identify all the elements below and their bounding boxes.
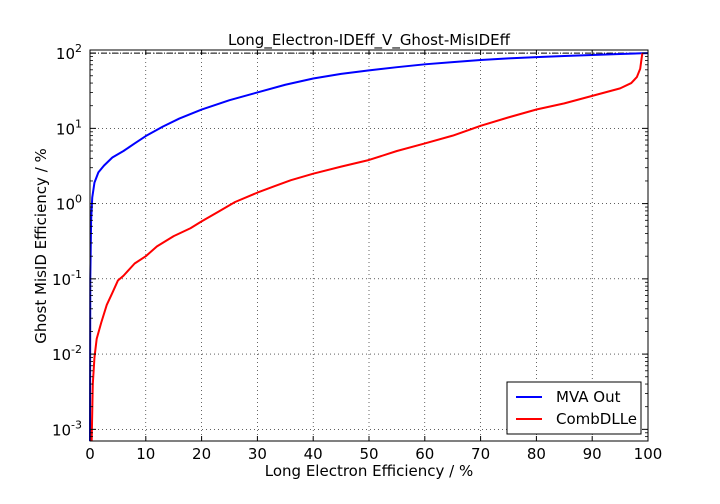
chart-title: Long_Electron-IDEff_V_Ghost-MisIDEff xyxy=(228,31,511,50)
legend: MVA Out CombDLLe xyxy=(506,381,642,435)
y-tick-label: 10-2 xyxy=(52,343,82,364)
legend-box xyxy=(506,381,642,435)
plot-area xyxy=(90,50,648,441)
series-layer xyxy=(89,52,649,442)
y-tick-label: 10-1 xyxy=(52,268,82,289)
x-tick-label: 0 xyxy=(85,445,95,463)
x-tick-label: 30 xyxy=(248,445,267,463)
y-tick-labels: 10-3 10-2 10-1 100 101 102 xyxy=(52,42,82,439)
x-tick-label: 100 xyxy=(634,445,663,463)
x-tick-label: 10 xyxy=(136,445,155,463)
series-line-mva-out xyxy=(89,52,649,442)
y-axis-label: Ghost MisID Efficiency / % xyxy=(32,148,50,344)
x-tick-label: 70 xyxy=(471,445,490,463)
series-line-combdlle xyxy=(90,52,644,442)
x-tick-label: 40 xyxy=(304,445,323,463)
x-axis-label: Long Electron Efficiency / % xyxy=(265,462,473,480)
x-tick-labels: 0 10 20 30 40 50 60 70 80 90 100 xyxy=(85,445,662,463)
x-tick-label: 60 xyxy=(415,445,434,463)
y-tick-label: 100 xyxy=(56,193,82,214)
ticks xyxy=(89,50,649,441)
y-tick-label: 102 xyxy=(56,42,82,63)
legend-label-combdlle: CombDLLe xyxy=(556,410,637,428)
x-tick-label: 90 xyxy=(583,445,602,463)
x-tick-label: 80 xyxy=(527,445,546,463)
x-tick-label: 20 xyxy=(192,445,211,463)
y-tick-label: 10-3 xyxy=(52,418,82,439)
y-tick-label: 101 xyxy=(56,117,82,138)
legend-label-mva-out: MVA Out xyxy=(556,388,621,406)
x-tick-label: 50 xyxy=(359,445,378,463)
